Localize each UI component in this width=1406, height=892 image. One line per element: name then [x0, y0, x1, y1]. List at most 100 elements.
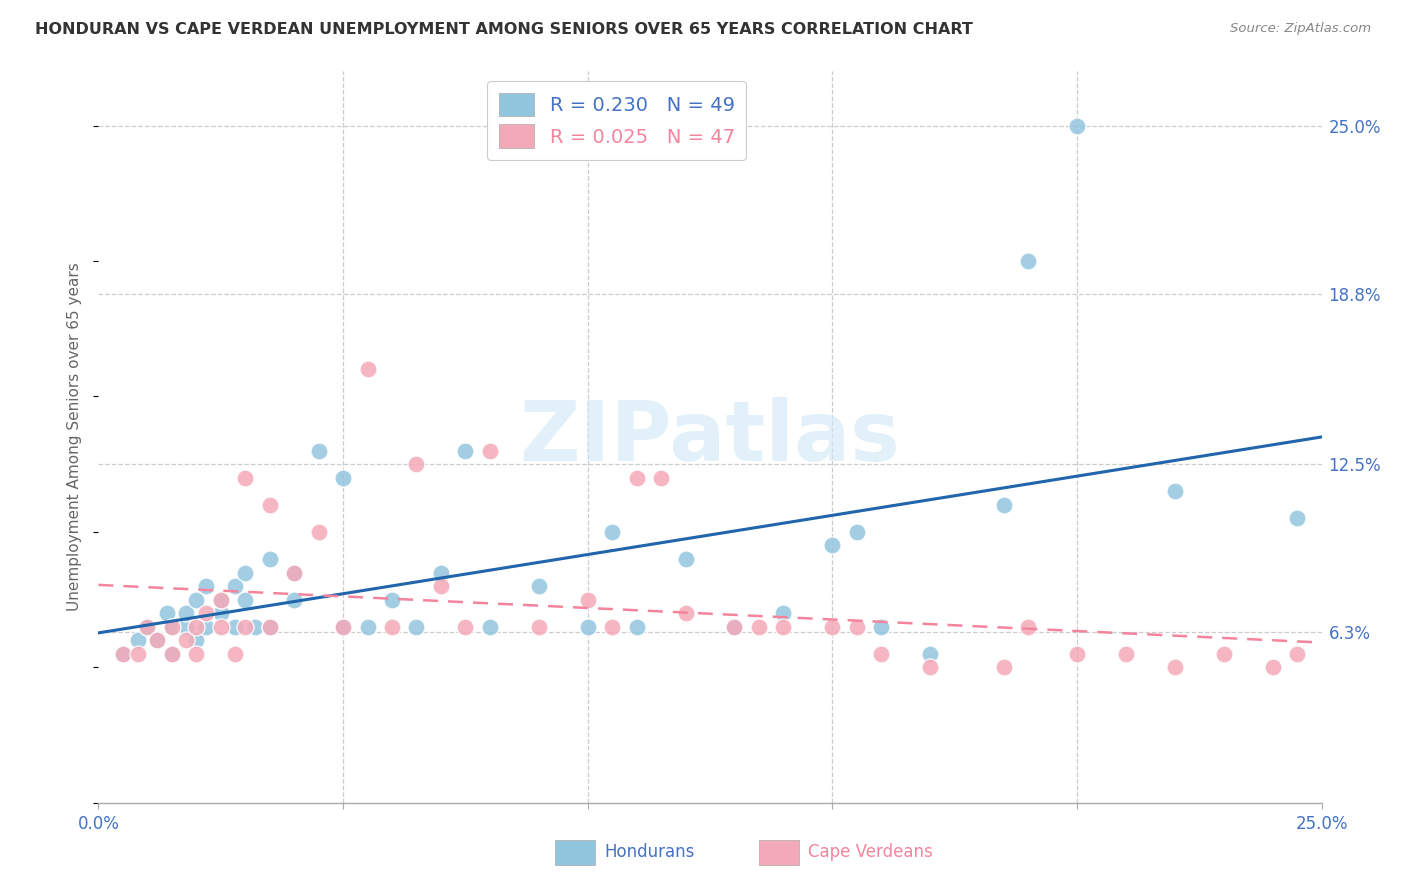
Point: [675, 552, 697, 566]
Point: [195, 606, 218, 620]
Point: [870, 647, 893, 661]
Point: [478, 443, 501, 458]
Point: [209, 606, 232, 620]
Text: ZIPatlas: ZIPatlas: [520, 397, 900, 477]
Point: [600, 620, 623, 634]
Point: [993, 498, 1015, 512]
Point: [127, 633, 149, 648]
Point: [224, 620, 246, 634]
Point: [405, 457, 427, 471]
Point: [111, 647, 134, 661]
Point: [748, 620, 770, 634]
Text: Source: ZipAtlas.com: Source: ZipAtlas.com: [1230, 22, 1371, 36]
Point: [186, 647, 208, 661]
Point: [209, 592, 232, 607]
Point: [156, 606, 179, 620]
Point: [332, 620, 354, 634]
Point: [1212, 647, 1234, 661]
Point: [308, 443, 330, 458]
Point: [259, 552, 281, 566]
Point: [1066, 119, 1088, 133]
Point: [259, 498, 281, 512]
Point: [650, 471, 672, 485]
Point: [478, 620, 501, 634]
Point: [600, 524, 623, 539]
Point: [160, 647, 183, 661]
Point: [259, 620, 281, 634]
Point: [332, 620, 354, 634]
Y-axis label: Unemployment Among Seniors over 65 years: Unemployment Among Seniors over 65 years: [67, 263, 83, 611]
Point: [233, 566, 256, 580]
Point: [675, 606, 697, 620]
Point: [845, 524, 868, 539]
Text: Hondurans: Hondurans: [605, 843, 695, 861]
Point: [1017, 620, 1039, 634]
Point: [723, 620, 745, 634]
Point: [176, 606, 198, 620]
Point: [772, 606, 794, 620]
Point: [195, 579, 218, 593]
Point: [527, 579, 550, 593]
Point: [186, 620, 208, 634]
Point: [283, 592, 305, 607]
Point: [356, 362, 378, 376]
Point: [356, 620, 378, 634]
Point: [233, 620, 256, 634]
Point: [1286, 511, 1309, 525]
Point: [723, 620, 745, 634]
Point: [381, 592, 404, 607]
Point: [224, 579, 246, 593]
Point: [186, 633, 208, 648]
Point: [993, 660, 1015, 674]
Point: [233, 592, 256, 607]
Point: [1017, 254, 1039, 268]
Point: [1164, 484, 1187, 499]
Point: [176, 633, 198, 648]
Point: [430, 579, 453, 593]
Point: [283, 566, 305, 580]
Point: [821, 620, 844, 634]
Point: [195, 620, 218, 634]
Point: [1286, 647, 1309, 661]
Point: [243, 620, 266, 634]
Point: [626, 471, 648, 485]
Point: [381, 620, 404, 634]
Point: [209, 592, 232, 607]
Point: [405, 620, 427, 634]
Point: [283, 566, 305, 580]
Point: [209, 620, 232, 634]
Point: [160, 620, 183, 634]
Text: Cape Verdeans: Cape Verdeans: [808, 843, 934, 861]
Point: [576, 592, 599, 607]
Point: [1261, 660, 1284, 674]
Point: [224, 647, 246, 661]
Point: [146, 633, 169, 648]
Point: [821, 538, 844, 552]
Point: [259, 620, 281, 634]
Point: [870, 620, 893, 634]
Point: [576, 620, 599, 634]
Point: [160, 647, 183, 661]
Point: [920, 660, 942, 674]
Point: [111, 647, 134, 661]
Point: [186, 592, 208, 607]
Point: [308, 524, 330, 539]
Point: [454, 443, 477, 458]
Point: [845, 620, 868, 634]
Point: [332, 471, 354, 485]
Point: [1115, 647, 1137, 661]
Point: [176, 620, 198, 634]
Point: [527, 620, 550, 634]
Point: [127, 647, 149, 661]
Legend: R = 0.230   N = 49, R = 0.025   N = 47: R = 0.230 N = 49, R = 0.025 N = 47: [488, 81, 747, 160]
Point: [1066, 647, 1088, 661]
Point: [454, 620, 477, 634]
Point: [136, 620, 159, 634]
Point: [136, 620, 159, 634]
Text: HONDURAN VS CAPE VERDEAN UNEMPLOYMENT AMONG SENIORS OVER 65 YEARS CORRELATION CH: HONDURAN VS CAPE VERDEAN UNEMPLOYMENT AM…: [35, 22, 973, 37]
Point: [233, 471, 256, 485]
Point: [920, 647, 942, 661]
Point: [146, 633, 169, 648]
Point: [772, 620, 794, 634]
Point: [430, 566, 453, 580]
